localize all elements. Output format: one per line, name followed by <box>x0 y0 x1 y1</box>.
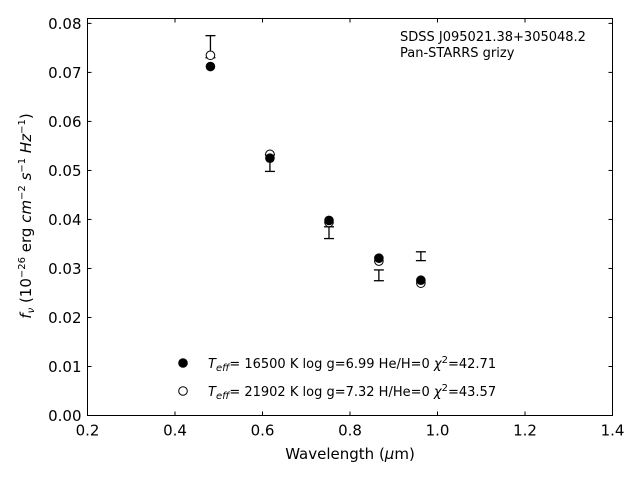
legend-entry-model-2: Teff= 21902 K log g=7.32 H/He=0 χ2=43.57 <box>208 383 496 402</box>
x-tick-label: 1.0 <box>426 422 450 440</box>
model-1-point <box>374 253 384 263</box>
y-axis-label: fν (10−26 erg cm−2 s−1 Hz−1) <box>17 113 37 318</box>
model-1-point <box>416 275 426 286</box>
model-2-point <box>205 50 216 61</box>
x-axis-label: Wavelength (μm) <box>285 445 415 463</box>
y-tick-label: 0.03 <box>48 260 81 278</box>
points-layer <box>205 50 426 288</box>
x-tick-label: 0.6 <box>251 422 275 440</box>
x-tick-label: 1.4 <box>601 422 625 440</box>
x-tick-label: 0.4 <box>163 422 187 440</box>
annotation-survey: Pan-STARRS grizy <box>400 46 515 61</box>
legend: Teff= 16500 K log g=6.99 He/H=0 χ2=42.71… <box>178 355 496 402</box>
y-tick-label: 0.08 <box>48 15 81 33</box>
y-tick-label: 0.01 <box>48 358 81 376</box>
y-tick-label: 0.05 <box>48 162 81 180</box>
x-tick-label: 1.2 <box>513 422 537 440</box>
y-tick-label: 0.06 <box>48 113 81 131</box>
y-tick-label: 0.02 <box>48 309 81 327</box>
model-1-point <box>205 61 216 72</box>
legend-marker-filled-circle <box>178 358 188 368</box>
y-tick-label: 0.04 <box>48 211 81 229</box>
y-tick-label: 0.07 <box>48 64 81 82</box>
model-1-point <box>324 215 334 226</box>
ticks-layer: 0.2 0.4 0.6 0.8 1.0 1.2 1.4 0.00 0.01 0.02 0.03 0.0… <box>48 15 624 440</box>
x-tick-label: 0.8 <box>338 422 362 440</box>
annotation-object-name: SDSS J095021.38+305048.2 <box>400 30 586 45</box>
y-tick-label: 0.00 <box>48 407 81 425</box>
legend-entry-model-1: Teff= 16500 K log g=6.99 He/H=0 χ2=42.71 <box>208 355 496 374</box>
legend-marker-open-circle <box>178 386 188 396</box>
plot-area <box>87 18 613 416</box>
x-tick-label: 0.2 <box>76 422 100 440</box>
model-1-point <box>265 153 275 163</box>
